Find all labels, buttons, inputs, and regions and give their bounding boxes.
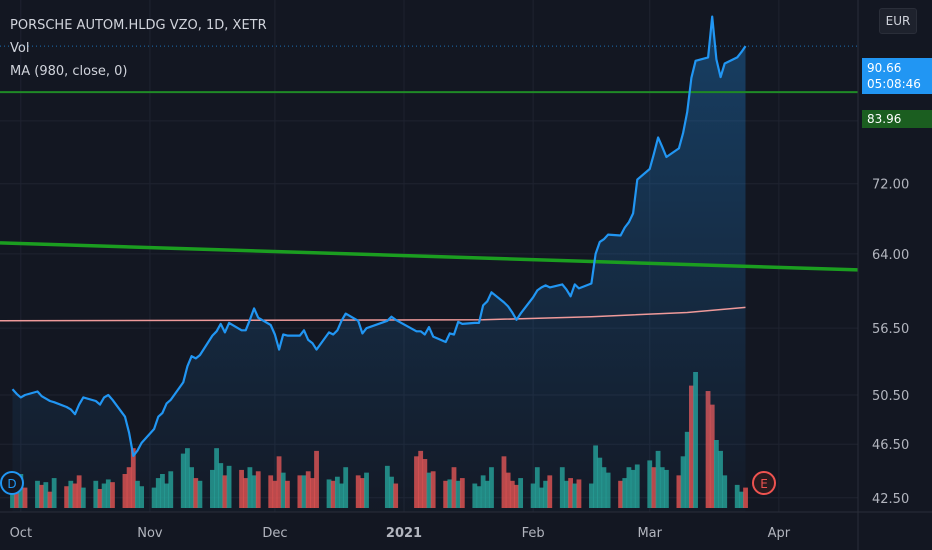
y-tick-label: 64.00 (872, 248, 909, 263)
trend-line (0, 241, 859, 272)
x-tick-label: Mar (637, 526, 662, 541)
legend-vol[interactable]: Vol (10, 41, 30, 56)
y-tick-label: 72.00 (872, 178, 909, 193)
x-tick-label: Feb (522, 526, 545, 541)
volume-bar (743, 487, 748, 508)
x-tick-label: Apr (768, 526, 791, 541)
price-line (11, 15, 747, 457)
overlay-lines (0, 15, 859, 457)
earnings-marker (752, 471, 776, 495)
x-tick-label: 2021 (386, 526, 422, 541)
y-tick-label: 46.50 (872, 438, 909, 453)
y-tick-label: 42.50 (872, 492, 909, 507)
price-area (12, 16, 746, 512)
y-tick-label: 56.50 (872, 322, 909, 337)
chart-legend: PORSCHE AUTOM.HLDG VZO, 1D, XETR Vol MA … (10, 14, 267, 83)
x-tick-label: Oct (10, 526, 32, 541)
last-price-badge: 90.66 05:08:46 (862, 58, 932, 94)
level-price-badge: 83.96 (862, 110, 932, 128)
y-tick-label: 50.50 (872, 389, 909, 404)
legend-ma[interactable]: MA (980, close, 0) (10, 64, 128, 79)
ma-line (0, 306, 746, 322)
x-tick-label: Nov (137, 526, 163, 541)
earnings-marker-label: E (760, 477, 768, 491)
legend-symbol-title[interactable]: PORSCHE AUTOM.HLDG VZO, 1D, XETR (10, 18, 267, 33)
price-area-fill (12, 16, 746, 512)
x-tick-label: Dec (262, 526, 287, 541)
currency-button[interactable]: EUR (879, 8, 917, 34)
last-price: 90.66 (867, 61, 902, 75)
dividend-marker-label: D (7, 477, 16, 491)
bar-countdown: 05:08:46 (867, 77, 921, 91)
dividend-marker (0, 471, 24, 495)
